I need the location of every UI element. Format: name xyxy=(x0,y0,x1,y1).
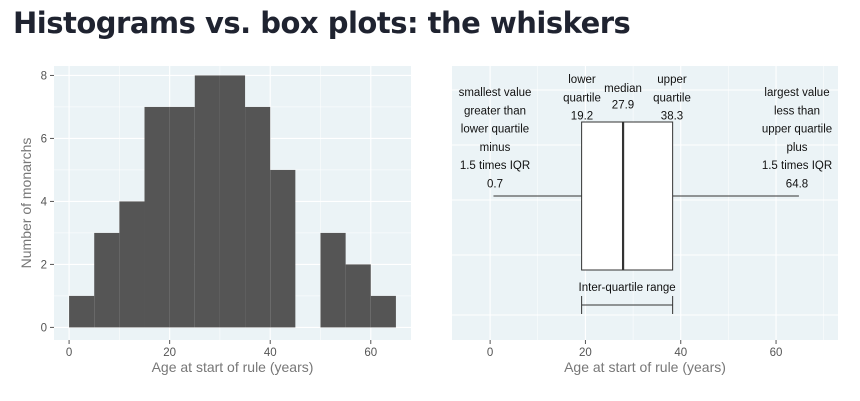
max-whisker-annotation: less than xyxy=(774,105,820,117)
histogram-bar xyxy=(144,106,170,328)
x-tick-label: 20 xyxy=(163,347,176,359)
x-axis-title: Age at start of rule (years) xyxy=(564,359,726,375)
lower-quartile-annotation: 19.2 xyxy=(571,111,593,123)
histogram-bar xyxy=(69,295,95,328)
lower-quartile-annotation: lower xyxy=(568,74,596,86)
page-title: Histograms vs. box plots: the whiskers xyxy=(13,6,631,40)
y-tick-label: 8 xyxy=(41,70,47,82)
median-annotation: 27.9 xyxy=(612,100,634,112)
upper-quartile-annotation: quartile xyxy=(653,92,691,104)
x-tick-label: 60 xyxy=(770,347,783,359)
min-whisker-annotation: smallest value xyxy=(459,87,532,99)
y-tick-label: 4 xyxy=(41,196,48,208)
y-axis-title: Number of monarchs xyxy=(18,138,34,269)
histogram-bar xyxy=(169,106,195,328)
box-plot-chart: Inter-quartile range smallest value greate… xyxy=(452,66,838,375)
x-axis-title: Age at start of rule (years) xyxy=(152,359,314,375)
lower-quartile-annotation: quartile xyxy=(563,92,601,104)
histogram-bar xyxy=(370,295,396,328)
max-whisker-annotation: upper quartile xyxy=(762,124,832,136)
x-tick-label: 0 xyxy=(487,347,493,359)
x-tick-label: 40 xyxy=(264,347,277,359)
min-whisker-annotation: 0.7 xyxy=(487,179,503,191)
median-annotation: median xyxy=(604,83,642,95)
max-whisker-annotation: plus xyxy=(786,142,807,154)
upper-quartile-annotation: upper xyxy=(657,74,687,86)
x-tick-label: 0 xyxy=(66,347,72,359)
histogram-bar xyxy=(119,201,145,328)
histogram-bar xyxy=(194,75,220,328)
histogram-bar xyxy=(345,264,371,328)
histogram-bar xyxy=(320,232,346,328)
histogram-chart: 0 20 40 60 0 2 4 6 8 Age at start of rule (years)… xyxy=(18,66,411,375)
y-tick-label: 6 xyxy=(41,133,47,145)
histogram-bar xyxy=(270,169,296,328)
upper-quartile-annotation: 38.3 xyxy=(661,111,683,123)
histogram-bar xyxy=(219,75,246,328)
min-whisker-annotation: greater than xyxy=(464,105,526,117)
histogram-bar xyxy=(245,106,271,328)
min-whisker-annotation: lower quartile xyxy=(461,124,529,136)
min-whisker-annotation: minus xyxy=(480,142,511,154)
iqr-box xyxy=(581,121,674,271)
max-whisker-annotation: 64.8 xyxy=(786,179,808,191)
max-whisker-annotation: largest value xyxy=(764,87,829,99)
min-whisker-annotation: 1.5 times IQR xyxy=(460,160,530,172)
iqr-label: Inter-quartile range xyxy=(579,282,676,294)
y-tick-label: 0 xyxy=(41,322,47,334)
max-whisker-annotation: 1.5 times IQR xyxy=(762,160,832,172)
histogram-bar xyxy=(94,232,120,328)
x-tick-label: 20 xyxy=(579,347,592,359)
y-tick-label: 2 xyxy=(41,259,47,271)
x-tick-label: 40 xyxy=(674,347,687,359)
x-tick-label: 60 xyxy=(364,347,377,359)
